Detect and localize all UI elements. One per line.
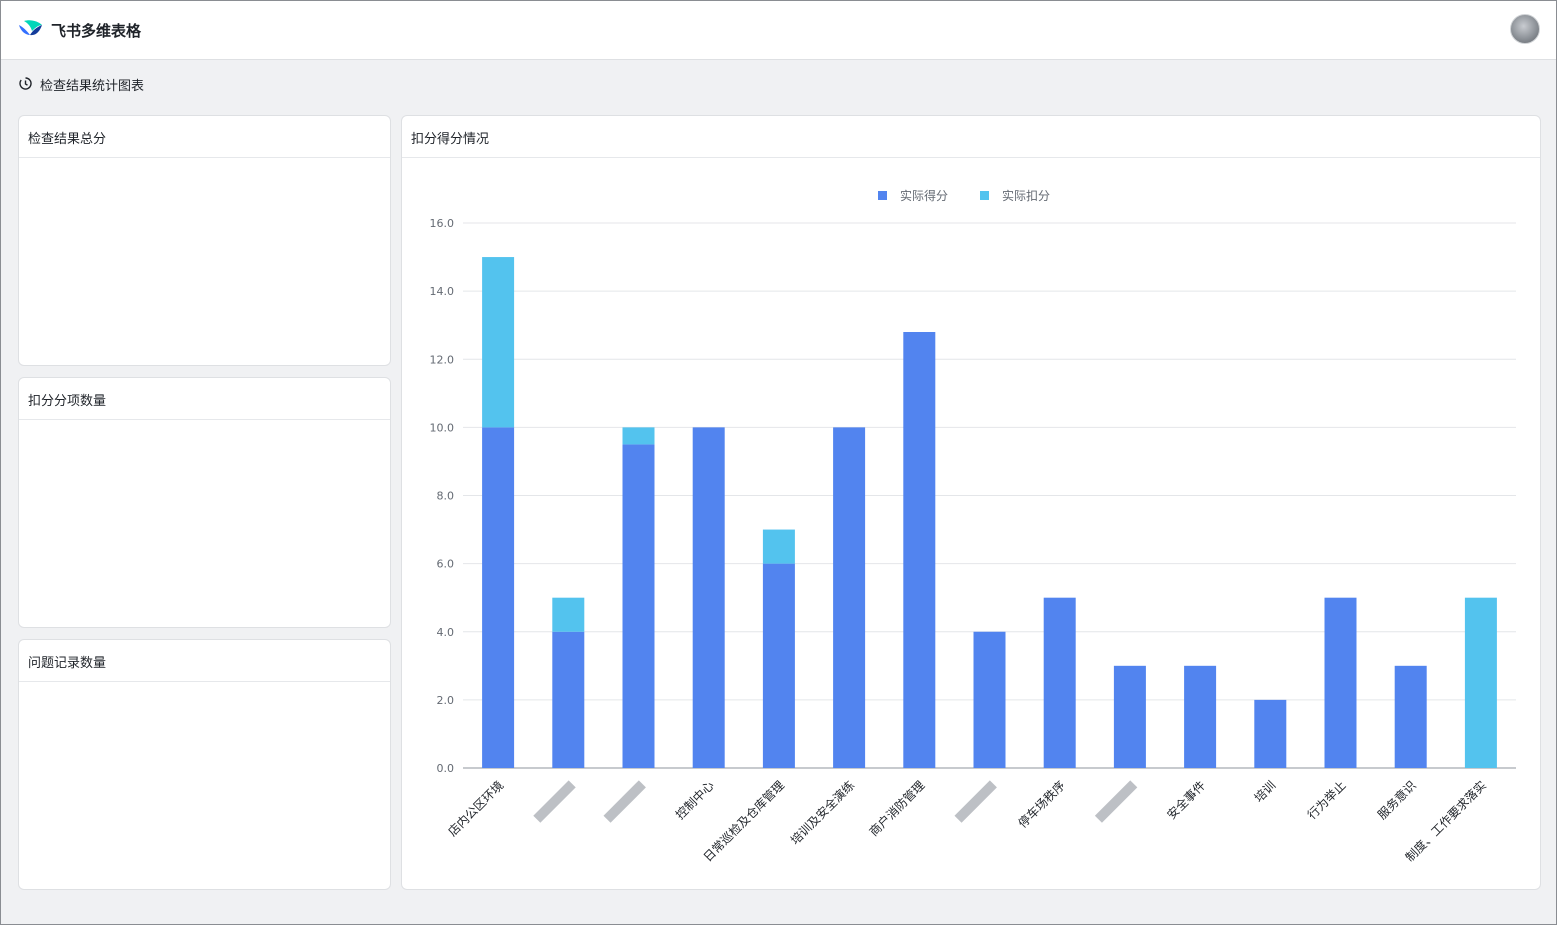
x-category-label: 培训及安全演练: [787, 778, 857, 848]
bar-score[interactable]: [973, 631, 1006, 768]
redacted-label: [603, 780, 646, 823]
feishu-bitable-logo[interactable]: [18, 18, 42, 38]
y-tick-label: 12.0: [430, 353, 455, 366]
y-tick-label: 16.0: [430, 217, 455, 230]
bar-deduction[interactable]: [552, 597, 585, 632]
score-chart-card[interactable]: 扣分得分情况 0.0 2.0 4.0 6.0 8.0 10.0 12.0 14.0 16.0 店内…: [401, 115, 1541, 890]
x-category-label: 店内公区环境: [445, 778, 507, 840]
redacted-block: [954, 780, 997, 823]
y-tick-label: 6.0: [437, 558, 455, 571]
card-title: 检查结果总分: [19, 116, 390, 158]
bar-score[interactable]: [1254, 699, 1287, 768]
bar-score[interactable]: [1184, 665, 1217, 768]
x-category-label: 安全事件: [1164, 778, 1209, 823]
card-title: 问题记录数量: [19, 640, 390, 682]
stacked-bar-chart[interactable]: 0.0 2.0 4.0 6.0 8.0 10.0 12.0 14.0 16.0 店内公区环境 控制中…: [402, 116, 1540, 889]
redacted-block: [533, 780, 576, 823]
dashboard-title: 检查结果统计图表: [40, 79, 145, 94]
x-category-label: 商户消防管理: [866, 778, 928, 840]
bar-score[interactable]: [482, 427, 515, 768]
x-category-label: 控制中心: [672, 778, 717, 823]
redacted-block: [1094, 780, 1138, 823]
redacted-label: [954, 780, 997, 823]
x-category-label: 停车场秩序: [1015, 778, 1068, 831]
y-tick-label: 2.0: [437, 694, 455, 707]
legend-label[interactable]: 实际得分: [900, 188, 948, 203]
bar-score[interactable]: [1394, 665, 1427, 768]
deduction-count-card[interactable]: 扣分分项数量: [18, 377, 391, 628]
bar-score[interactable]: [833, 427, 866, 768]
y-tick-label: 10.0: [430, 421, 455, 434]
bar-score[interactable]: [762, 563, 795, 768]
redacted-label: [533, 780, 576, 823]
legend-swatch-score: [878, 191, 887, 200]
user-avatar[interactable]: [1510, 14, 1540, 44]
y-tick-label: 8.0: [437, 490, 455, 503]
redacted-block: [603, 780, 646, 823]
bar-score[interactable]: [1113, 665, 1146, 768]
legend-label[interactable]: 实际扣分: [1002, 188, 1050, 203]
issue-count-card[interactable]: 问题记录数量: [18, 639, 391, 890]
redacted-label: [1094, 780, 1138, 823]
y-tick-label: 14.0: [430, 285, 455, 298]
bar-score[interactable]: [552, 631, 585, 768]
y-tick-label: 4.0: [437, 626, 455, 639]
bar-deduction[interactable]: [622, 427, 655, 445]
bar-score[interactable]: [903, 332, 936, 768]
top-bar: 飞书多维表格: [1, 1, 1556, 60]
dashboard-icon: [19, 77, 32, 90]
bar-score[interactable]: [692, 427, 725, 768]
bar-score[interactable]: [1324, 597, 1357, 768]
app-title: 飞书多维表格: [51, 22, 142, 40]
x-category-label: 培训: [1251, 778, 1279, 806]
total-score-card[interactable]: 检查结果总分: [18, 115, 391, 366]
bar-score[interactable]: [622, 444, 655, 768]
bar-deduction[interactable]: [482, 257, 515, 428]
card-title: 扣分得分情况: [402, 116, 1540, 158]
legend-swatch-deduction: [980, 191, 989, 200]
card-title: 扣分分项数量: [19, 378, 390, 420]
bar-deduction[interactable]: [1464, 597, 1497, 768]
bar-score[interactable]: [1043, 597, 1076, 768]
y-tick-label: 0.0: [437, 762, 455, 775]
x-category-label: 行为举止: [1305, 778, 1349, 822]
x-category-label: 服务意识: [1374, 778, 1419, 823]
bar-deduction[interactable]: [762, 529, 795, 564]
